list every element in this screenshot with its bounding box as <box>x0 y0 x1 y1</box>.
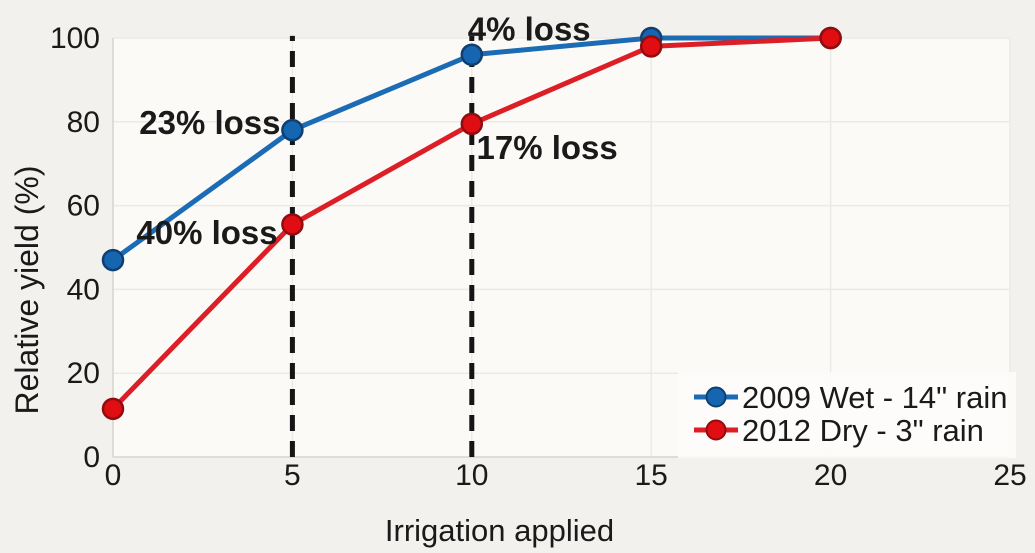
x-tick-label: 20 <box>814 459 847 492</box>
y-axis-title: Relative yield (%) <box>9 166 45 415</box>
y-tick-label: 80 <box>67 106 100 139</box>
data-point <box>460 112 484 136</box>
annotation: 17% loss <box>477 129 618 166</box>
data-point <box>101 248 125 272</box>
y-tick-label: 0 <box>83 441 100 474</box>
x-tick-label: 0 <box>105 459 122 492</box>
data-point <box>460 43 484 67</box>
x-tick-label: 25 <box>993 459 1026 492</box>
legend-box <box>678 372 1016 458</box>
legend-item-0: 2009 Wet - 14" rain <box>694 380 1007 415</box>
annotation: 40% loss <box>136 214 277 251</box>
x-tick-label: 5 <box>284 459 301 492</box>
y-tick-label: 60 <box>67 190 100 223</box>
y-tick-label: 40 <box>67 273 100 306</box>
legend-item-1: 2012 Dry - 3" rain <box>694 413 984 448</box>
data-point <box>639 35 663 58</box>
legend-point-icon <box>705 386 727 408</box>
annotation: 23% loss <box>139 104 280 141</box>
data-point <box>281 118 304 142</box>
legend-label: 2009 Wet - 14" rain <box>742 380 1007 415</box>
x-axis-title: Irrigation applied <box>385 513 614 548</box>
y-tick-label: 100 <box>50 22 100 55</box>
data-point <box>281 213 304 236</box>
y-tick-label: 20 <box>67 357 100 390</box>
legend-point-icon <box>705 419 727 441</box>
data-point <box>101 397 125 421</box>
data-point <box>819 26 842 50</box>
annotation: 4% loss <box>468 11 591 48</box>
legend-label: 2012 Dry - 3" rain <box>742 413 984 448</box>
x-tick-label: 10 <box>455 459 488 492</box>
x-tick-label: 15 <box>635 459 668 492</box>
